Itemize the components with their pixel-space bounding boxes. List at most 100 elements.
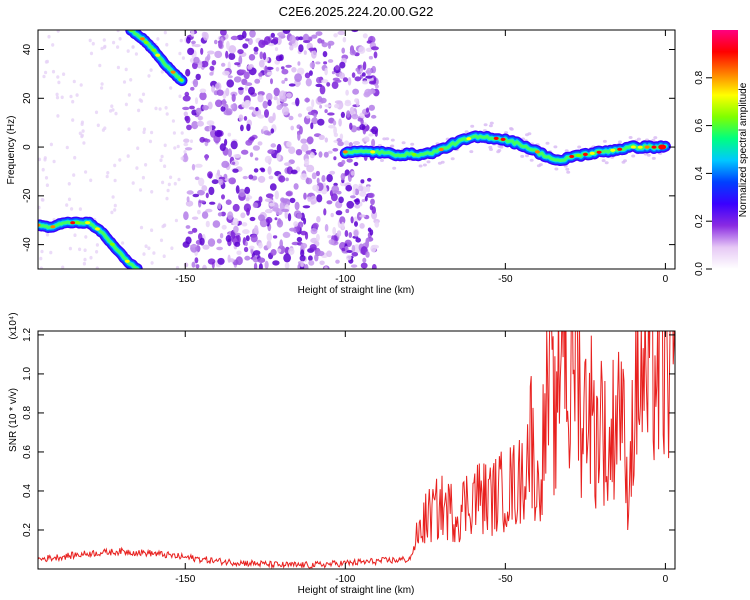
faint-blob	[131, 181, 135, 185]
noise-blob	[216, 238, 222, 244]
trace-halo	[646, 153, 651, 157]
noise-blob	[315, 61, 321, 65]
noise-blob	[245, 38, 250, 42]
faint-blob	[91, 41, 95, 46]
noise-blob	[328, 239, 335, 245]
noise-blob	[351, 113, 359, 120]
noise-blob	[240, 124, 244, 132]
noise-blob	[303, 217, 307, 225]
trace-halo	[418, 164, 423, 168]
trace-halo	[623, 159, 627, 163]
trace-halo	[489, 121, 494, 125]
trace-halo	[566, 170, 571, 174]
noise-blob	[304, 158, 310, 166]
noise-blob	[289, 45, 294, 51]
faint-blob	[138, 98, 142, 102]
noise-blob	[348, 232, 353, 238]
faint-blob	[177, 177, 181, 182]
noise-blob	[258, 72, 263, 77]
noise-blob	[277, 218, 282, 225]
faint-blob	[45, 232, 50, 237]
noise-blob	[338, 196, 344, 204]
noise-blob	[199, 88, 207, 94]
noise-blob	[368, 104, 375, 111]
y-tick-label: 0.2	[22, 523, 33, 537]
faint-blob	[78, 247, 82, 252]
noise-blob	[217, 257, 225, 265]
noise-blob	[184, 147, 193, 151]
noise-blob	[264, 109, 269, 118]
noise-blob	[296, 213, 302, 219]
noise-blob	[367, 177, 372, 182]
noise-blob	[245, 197, 250, 202]
noise-blob	[253, 262, 258, 269]
noise-blob	[231, 161, 236, 165]
noise-blob	[315, 170, 320, 177]
noise-blob	[217, 212, 223, 217]
noise-blob	[279, 239, 284, 249]
noise-blob	[341, 221, 345, 230]
faint-blob	[44, 176, 49, 180]
noise-blob	[303, 192, 307, 200]
noise-blob	[191, 121, 199, 130]
noise-blob	[276, 143, 282, 153]
trace-halo	[565, 167, 570, 171]
noise-blob	[301, 143, 309, 152]
faint-blob	[70, 207, 74, 211]
noise-blob	[214, 129, 223, 138]
noise-blob	[289, 35, 296, 44]
trace-halo	[497, 144, 502, 148]
noise-blob	[194, 97, 199, 105]
noise-blob	[214, 39, 218, 45]
noise-blob	[183, 211, 189, 221]
noise-blob	[371, 126, 379, 135]
trace-halo	[631, 154, 636, 158]
noise-blob	[248, 54, 256, 61]
trace-halo	[651, 156, 656, 160]
noise-blob	[225, 50, 229, 59]
noise-blob	[284, 262, 290, 269]
noise-blob	[227, 211, 234, 220]
noise-blob	[258, 59, 265, 68]
noise-blob	[365, 251, 370, 258]
noise-blob	[226, 40, 230, 50]
faint-blob	[49, 250, 53, 255]
noise-blob	[264, 65, 268, 74]
faint-blob	[137, 108, 141, 113]
main-trace-peak	[569, 154, 575, 159]
noise-blob	[351, 72, 356, 78]
noise-blob	[220, 106, 226, 112]
snr-ticks: -150 -100 -50 0 0.2 0.4 0.6 0.8 1.0 1.2	[22, 328, 675, 585]
trace-halo	[509, 127, 514, 131]
noise-blob	[324, 104, 332, 108]
noise-blob	[253, 51, 258, 55]
trace-halo	[483, 123, 488, 127]
faint-blob	[95, 250, 99, 254]
faint-blob	[156, 37, 160, 41]
noise-blob	[365, 47, 373, 52]
noise-blob	[304, 97, 311, 103]
noise-blob	[308, 47, 316, 51]
noise-blob	[199, 91, 207, 101]
noise-blob	[208, 186, 215, 196]
noise-blob	[227, 75, 233, 79]
faint-blob	[44, 60, 49, 64]
main-trace-peak	[582, 152, 588, 156]
noise-blob	[223, 110, 232, 116]
noise-blob	[302, 205, 311, 209]
noise-blob	[185, 115, 191, 124]
noise-blob	[353, 229, 359, 237]
noise-blob	[350, 195, 356, 199]
noise-blob	[221, 194, 225, 200]
faint-blob	[78, 131, 82, 136]
noise-blob	[332, 148, 339, 152]
noise-blob	[194, 163, 203, 168]
faint-blob	[160, 154, 164, 159]
noise-blob	[324, 266, 328, 269]
noise-blob	[285, 177, 289, 182]
noise-blob	[311, 117, 318, 125]
noise-blob	[235, 256, 243, 266]
faint-blob	[105, 174, 109, 179]
noise-blob	[297, 113, 303, 118]
noise-blob	[359, 223, 365, 229]
